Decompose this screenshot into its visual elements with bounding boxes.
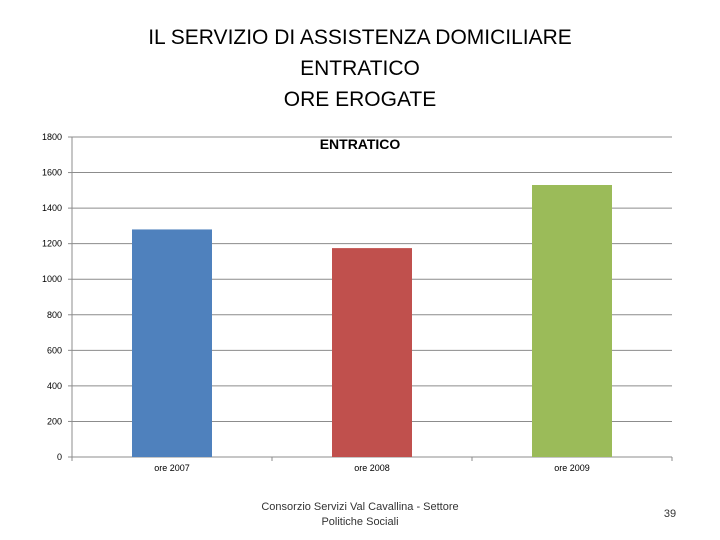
tick-labels: 0 200 400 600 800 1000 1200 1400 1600 1800 ore 200… [42, 132, 590, 473]
bar-1 [132, 229, 212, 457]
x-tick-label: ore 2009 [554, 463, 590, 473]
y-tick-label: 400 [47, 381, 62, 391]
y-tick-label: 600 [47, 345, 62, 355]
bars [132, 185, 612, 457]
footer-source: Consorzio Servizi Val Cavallina - Settor… [261, 501, 459, 528]
y-tick-label: 1200 [42, 239, 62, 249]
y-tick-label: 200 [47, 416, 62, 426]
y-tick-label: 1800 [42, 132, 62, 142]
y-tick-label: 1600 [42, 168, 62, 178]
y-tick-label: 1400 [42, 203, 62, 213]
slide-title: IL SERVIZIO DI ASSISTENZA DOMICILIARE EN… [0, 22, 720, 115]
x-tick-label: ore 2007 [154, 463, 190, 473]
slide-title-line-1: IL SERVIZIO DI ASSISTENZA DOMICILIARE [148, 26, 572, 49]
slide-title-line-2: ENTRATICO [300, 57, 420, 80]
bar-3 [532, 185, 612, 457]
x-tick-label: ore 2008 [354, 463, 390, 473]
bar-2 [332, 248, 412, 457]
chart-title: ENTRATICO [320, 136, 401, 152]
page-number: 39 [663, 508, 677, 520]
y-tick-label: 1000 [42, 274, 62, 284]
y-tick-label: 800 [47, 310, 62, 320]
slide-title-line-3: ORE EROGATE [283, 88, 437, 111]
y-tick-label: 0 [57, 452, 62, 462]
